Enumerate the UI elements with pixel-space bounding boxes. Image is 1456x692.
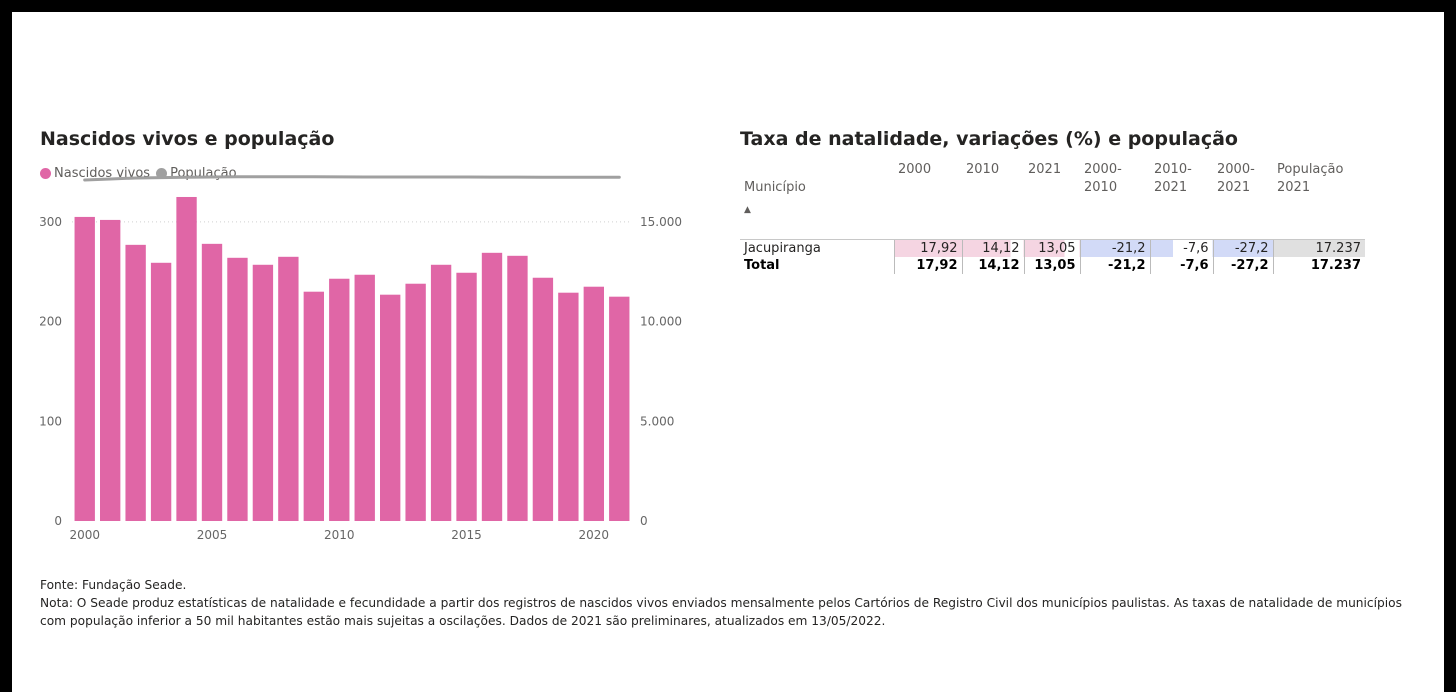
header-municipio-label: Município <box>744 180 806 195</box>
bar-2014[interactable] <box>430 264 452 521</box>
table-header-row: Município ▲ 2000 2010 2021 2000- 2010 20… <box>740 159 1365 240</box>
bar-2012[interactable] <box>380 294 401 521</box>
x-tick-label: 2015 <box>451 528 482 542</box>
header-populacao-2021[interactable]: População 2021 <box>1273 159 1365 240</box>
bar-2010[interactable] <box>329 278 350 521</box>
bar-2021[interactable] <box>609 296 630 521</box>
y-left-tick-label: 300 <box>39 215 62 229</box>
total-var-2000-2010: -21,2 <box>1079 257 1150 274</box>
birth-rate-table: Município ▲ 2000 2010 2021 2000- 2010 20… <box>740 159 1365 274</box>
legend-dot-population <box>156 168 168 179</box>
cell-rate-2021: 13,05 <box>1023 239 1080 257</box>
header-2000-2010[interactable]: 2000- 2010 <box>1080 159 1150 240</box>
bar-2005[interactable] <box>201 243 223 522</box>
bar-2004[interactable] <box>176 196 197 521</box>
total-rate-2000: 17,92 <box>893 257 962 274</box>
bar-2006[interactable] <box>227 257 248 521</box>
table-title: Taxa de natalidade, variações (%) e popu… <box>740 128 1238 150</box>
bar-2019[interactable] <box>558 292 579 521</box>
footer-notes: Fonte: Fundação Seade. Nota: O Seade pro… <box>40 576 1430 630</box>
cell-total-label: Total <box>744 258 780 273</box>
table-total-row: Total 17,92 14,12 13,05 -21,2 -7,6 -27,2… <box>740 257 1365 274</box>
bar-2000[interactable] <box>74 216 95 521</box>
bar-layer <box>74 196 630 522</box>
header-2021[interactable]: 2021 <box>1024 159 1080 240</box>
bar-2008[interactable] <box>278 256 299 521</box>
bar-2001[interactable] <box>100 219 121 521</box>
cell-rate-2000: 17,92 <box>893 239 962 257</box>
bar-2011[interactable] <box>354 274 375 521</box>
bar-2016[interactable] <box>481 252 503 521</box>
bar-2017[interactable] <box>507 255 528 521</box>
births-population-chart[interactable]: 0 100 200 300 0 5.000 10.000 15.000 2000 2005 2010… <box>12 12 712 572</box>
total-rate-2021: 13,05 <box>1023 257 1080 274</box>
table-row: Jacupiranga 17,92 14,12 13,05 -21,2 -7,6… <box>740 239 1365 257</box>
y-right-tick-label: 0 <box>640 514 648 528</box>
axis-layer: 0 100 200 300 0 5.000 10.000 15.000 2000 2005 2010… <box>39 215 682 542</box>
legend-dot-births <box>40 168 51 179</box>
report-page: Nascidos vivos e população Nascidos vivo… <box>12 12 1444 692</box>
y-left-tick-label: 0 <box>54 514 62 528</box>
x-tick-label: 2020 <box>579 528 610 542</box>
total-var-2000-2021: -27,2 <box>1212 257 1273 274</box>
bar-2009[interactable] <box>303 291 324 521</box>
bar-2013[interactable] <box>405 283 426 521</box>
y-right-tick-label: 5.000 <box>640 414 674 428</box>
sort-ascending-icon[interactable]: ▲ <box>744 205 751 215</box>
header-2000[interactable]: 2000 <box>894 159 962 240</box>
cell-population-2021: 17.237 <box>1272 239 1365 257</box>
cell-var-2000-2021: -27,2 <box>1212 239 1273 257</box>
y-left-tick-label: 100 <box>39 414 62 428</box>
cell-municipio: Jacupiranga <box>744 241 821 256</box>
total-var-2010-2021: -7,6 <box>1149 257 1213 274</box>
cell-rate-2010: 14,12 <box>961 239 1024 257</box>
bar-2002[interactable] <box>125 244 146 521</box>
source-note: Fonte: Fundação Seade. <box>40 578 187 592</box>
y-left-tick-label: 200 <box>39 315 62 329</box>
bar-2003[interactable] <box>150 262 172 521</box>
cell-var-2000-2010: -21,2 <box>1079 239 1150 257</box>
header-municipio[interactable]: Município ▲ <box>740 159 894 240</box>
y-right-tick-label: 10.000 <box>640 315 682 329</box>
population-line[interactable] <box>83 175 621 182</box>
methodology-note: Nota: O Seade produz estatísticas de nat… <box>40 596 1402 628</box>
x-tick-label: 2005 <box>197 528 228 542</box>
chart-title: Nascidos vivos e população <box>40 128 335 150</box>
bar-2018[interactable] <box>532 277 554 521</box>
x-tick-label: 2010 <box>324 528 355 542</box>
total-rate-2010: 14,12 <box>961 257 1024 274</box>
total-population-2021: 17.237 <box>1272 257 1365 274</box>
bar-2007[interactable] <box>252 264 274 521</box>
bar-2020[interactable] <box>583 286 604 521</box>
y-right-tick-label: 15.000 <box>640 215 682 229</box>
cell-var-2010-2021: -7,6 <box>1149 239 1213 257</box>
x-tick-label: 2000 <box>69 528 100 542</box>
header-2010-2021[interactable]: 2010- 2021 <box>1150 159 1213 240</box>
header-2000-2021[interactable]: 2000- 2021 <box>1213 159 1273 240</box>
line-layer <box>83 175 621 182</box>
header-2010[interactable]: 2010 <box>962 159 1024 240</box>
bar-2015[interactable] <box>456 272 477 521</box>
